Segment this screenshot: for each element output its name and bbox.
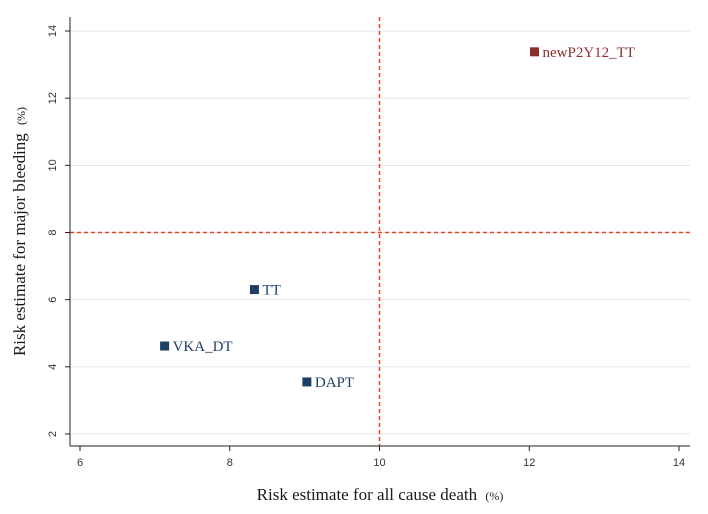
y-axis-unit: (%): [14, 107, 28, 125]
data-point-marker: [302, 377, 312, 387]
data-points: TT VKA_DT DAPT newP2Y12_TT: [160, 45, 635, 391]
y-tick-label: 8: [47, 229, 59, 235]
reference-lines: [70, 17, 690, 446]
data-point-label: TT: [262, 283, 280, 299]
x-axis-unit: (%): [485, 489, 503, 503]
y-tick-label: 6: [47, 297, 59, 303]
y-tick-label: 12: [47, 92, 59, 104]
x-tick-label: 6: [77, 457, 83, 469]
y-tick-label: 10: [47, 159, 59, 171]
x-axis-title-text: Risk estimate for all cause death: [257, 485, 478, 504]
data-point-marker: [249, 285, 259, 295]
y-tick-label: 4: [47, 364, 59, 370]
data-point-marker: [529, 47, 539, 57]
x-axis-title: Risk estimate for all cause death (%): [257, 485, 504, 504]
y-axis-ticks: 2 4 6 8 10 12 14: [47, 25, 70, 437]
data-point-marker: [160, 341, 170, 351]
x-tick-label: 8: [227, 457, 233, 469]
y-tick-label: 14: [47, 25, 59, 37]
data-point-label: newP2Y12_TT: [542, 45, 635, 61]
x-tick-label: 14: [673, 457, 685, 469]
data-point-label: VKA_DT: [173, 339, 233, 355]
x-axis-ticks: 6 8 10 12 14: [77, 446, 685, 469]
data-point-label: DAPT: [315, 375, 354, 391]
x-tick-label: 10: [373, 457, 385, 469]
y-axis-title: Risk estimate for major bleeding (%): [10, 107, 29, 356]
y-axis-title-text: Risk estimate for major bleeding: [10, 133, 29, 356]
y-tick-label: 2: [47, 431, 59, 437]
x-tick-label: 12: [523, 457, 535, 469]
